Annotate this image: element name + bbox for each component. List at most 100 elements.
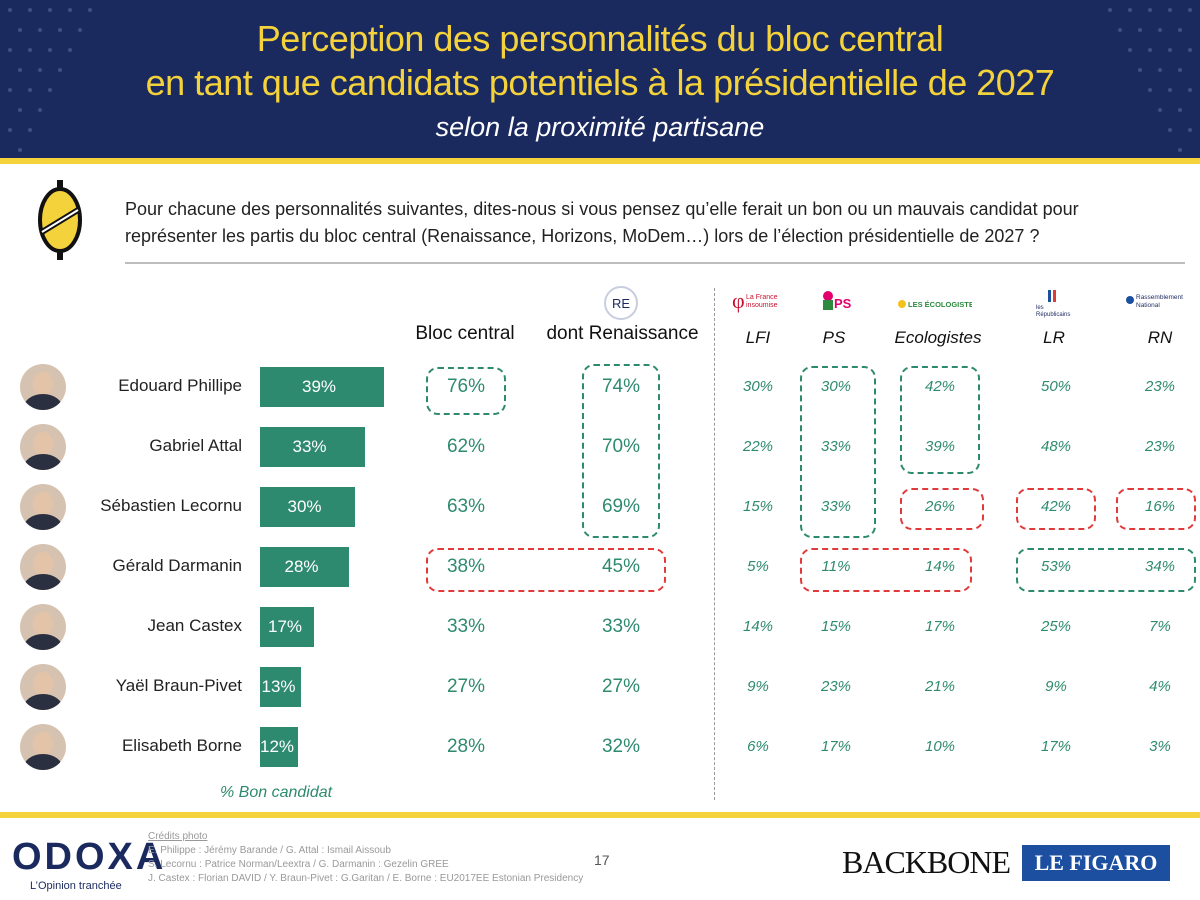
bar-value-label: 12% bbox=[260, 737, 295, 756]
bar bbox=[260, 487, 355, 527]
lfi-logo-line-1: La France bbox=[746, 294, 778, 301]
lr-value: 25% bbox=[1040, 618, 1072, 635]
ecologistes-value: 42% bbox=[924, 378, 956, 395]
lfi-value: 30% bbox=[742, 378, 774, 395]
renaissance-value: 27% bbox=[601, 676, 641, 697]
bar-value-label: 28% bbox=[284, 557, 319, 576]
candidate-name: Elisabeth Borne bbox=[121, 736, 242, 755]
rn-value: 34% bbox=[1144, 558, 1176, 575]
ps-logo-icon: PS bbox=[823, 291, 852, 311]
ecologistes-value: 10% bbox=[924, 738, 956, 755]
rn-value: 3% bbox=[1149, 738, 1171, 755]
rn-value: 23% bbox=[1144, 438, 1176, 455]
candidate-photo bbox=[20, 484, 66, 530]
lfi-value: 9% bbox=[747, 678, 769, 695]
lfi-logo-icon: φ La France insoumise bbox=[732, 288, 778, 313]
bloc-central-value: 28% bbox=[446, 736, 486, 757]
credits-line-2: S. Lecornu : Patrice Norman/Leextra / G.… bbox=[148, 859, 449, 870]
bloc-central-value: 38% bbox=[446, 556, 486, 577]
lr-value: 50% bbox=[1040, 378, 1072, 395]
highlight-box-red bbox=[800, 548, 972, 592]
renaissance-value: 74% bbox=[601, 376, 641, 397]
ps-value: 17% bbox=[820, 738, 852, 755]
bar bbox=[260, 427, 365, 467]
ps-logo-text: PS bbox=[834, 296, 852, 311]
rn-value: 7% bbox=[1149, 618, 1171, 635]
renaissance-value: 32% bbox=[601, 736, 641, 757]
highlight-box-green bbox=[800, 366, 876, 538]
ps-value: 30% bbox=[820, 378, 852, 395]
subtitle: selon la proximité partisane bbox=[435, 112, 765, 142]
col-header-ps: PS bbox=[822, 328, 846, 347]
candidate-photo bbox=[20, 604, 66, 650]
highlight-box-green bbox=[426, 367, 506, 415]
ecologistes-value: 14% bbox=[924, 558, 956, 575]
lr-logo-line-1: les bbox=[1036, 305, 1044, 311]
ps-value: 15% bbox=[820, 618, 852, 635]
question-line-2: représenter les partis du bloc central (… bbox=[125, 226, 1040, 246]
col-header-bloc-central: Bloc central bbox=[415, 323, 515, 344]
candidate-name: Gérald Darmanin bbox=[112, 556, 242, 575]
col-header-renaissance: dont Renaissance bbox=[546, 323, 699, 344]
lfi-value: 15% bbox=[742, 498, 774, 515]
ecologistes-value: 17% bbox=[924, 618, 956, 635]
ecologistes-value: 21% bbox=[924, 678, 956, 695]
dots-pattern-left bbox=[8, 8, 92, 152]
candidate-name: Sébastien Lecornu bbox=[100, 496, 242, 515]
question-divider bbox=[125, 262, 1185, 264]
page-number: 17 bbox=[594, 852, 610, 868]
highlight-box-green bbox=[1016, 548, 1196, 592]
lr-value: 9% bbox=[1045, 678, 1067, 695]
highlight-box-red bbox=[900, 488, 984, 530]
survey-question: Pour chacune des personnalités suivantes… bbox=[125, 196, 1185, 250]
rn-value: 16% bbox=[1144, 498, 1176, 515]
column-separator bbox=[714, 288, 715, 800]
ecologistes-logo-icon: LES ÉCOLOGISTES bbox=[898, 300, 972, 309]
candidate-name: Yaël Braun-Pivet bbox=[115, 676, 242, 695]
candidate-photo bbox=[20, 544, 66, 590]
rn-logo-line-1: Rassemblement bbox=[1136, 294, 1183, 301]
rn-logo-line-2: National bbox=[1136, 302, 1160, 309]
renaissance-value: 33% bbox=[601, 616, 641, 637]
candidate-name: Edouard Phillipe bbox=[118, 376, 242, 395]
bar-value-label: 39% bbox=[302, 377, 337, 396]
lfi-value: 22% bbox=[742, 438, 774, 455]
bar bbox=[260, 607, 314, 647]
rn-value: 23% bbox=[1144, 378, 1176, 395]
renaissance-value: 70% bbox=[601, 436, 641, 457]
ps-value: 11% bbox=[821, 558, 851, 575]
title-line-1: Perception des personnalités du bloc cen… bbox=[256, 18, 944, 59]
lfi-value: 14% bbox=[742, 618, 774, 635]
bloc-central-value: 63% bbox=[446, 496, 486, 517]
question-line-1: Pour chacune des personnalités suivantes… bbox=[125, 199, 1079, 219]
bar-value-label: 13% bbox=[261, 677, 296, 696]
footer-yellow-rule bbox=[0, 812, 1200, 818]
bar bbox=[260, 667, 301, 707]
candidate-photo bbox=[20, 424, 66, 470]
odoxa-o-logo-icon bbox=[38, 180, 82, 260]
col-header-lfi: LFI bbox=[745, 328, 771, 347]
title-line-2: en tant que candidats potentiels à la pr… bbox=[145, 62, 1055, 103]
candidate-name: Gabriel Attal bbox=[149, 436, 242, 455]
bar-value-label: 17% bbox=[268, 617, 303, 636]
bloc-central-value: 27% bbox=[446, 676, 486, 697]
backbone-logo: BACKBONE bbox=[842, 844, 1011, 880]
le-figaro-logo: LE FIGARO bbox=[1022, 845, 1170, 881]
highlight-box-red bbox=[1116, 488, 1196, 530]
candidate-photo bbox=[20, 664, 66, 710]
odoxa-tagline: L’Opinion tranchée bbox=[30, 880, 122, 892]
ps-value: 33% bbox=[820, 438, 852, 455]
bar-axis-label: % Bon candidat bbox=[220, 784, 333, 801]
highlight-box-green bbox=[582, 364, 660, 538]
ps-value: 33% bbox=[820, 498, 852, 515]
lr-value: 53% bbox=[1040, 558, 1072, 575]
renaissance-value: 45% bbox=[601, 556, 641, 577]
lfi-value: 6% bbox=[747, 738, 769, 755]
lr-value: 17% bbox=[1040, 738, 1072, 755]
lfi-value: 5% bbox=[747, 558, 769, 575]
lr-value: 48% bbox=[1040, 438, 1072, 455]
bloc-central-value: 76% bbox=[446, 376, 486, 397]
bar-value-label: 30% bbox=[287, 497, 322, 516]
rn-logo-icon: Rassemblement National bbox=[1126, 294, 1183, 309]
highlight-box-red bbox=[1016, 488, 1096, 530]
